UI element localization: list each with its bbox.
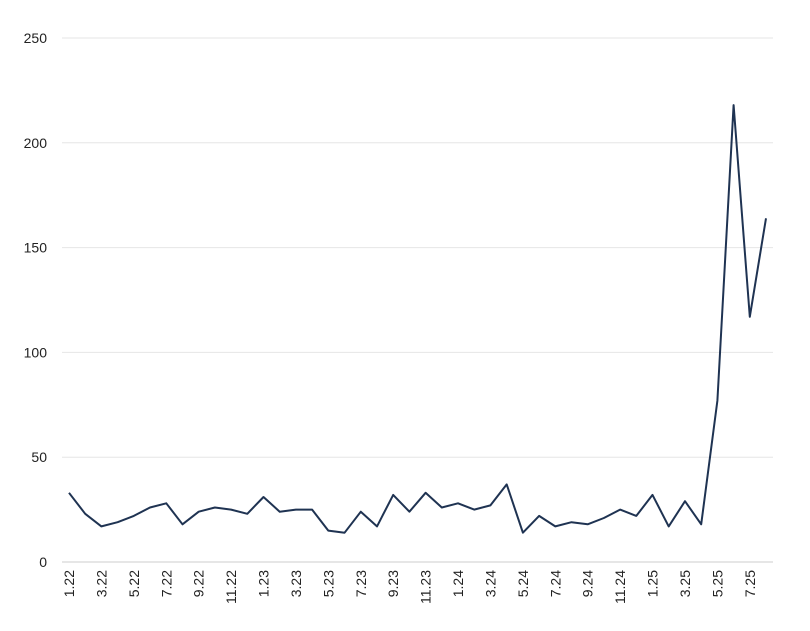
x-tick-label: 11.23 bbox=[418, 570, 434, 604]
x-tick-label: 9.22 bbox=[191, 570, 207, 597]
x-tick-label: 9.24 bbox=[580, 570, 596, 597]
x-tick-label: 7.23 bbox=[353, 570, 369, 597]
x-axis-tick-labels: 1.22 3.22 5.22 7.22 9.22 11.22 1.23 3.23 5.23 7.2… bbox=[61, 570, 758, 604]
x-tick-label: 5.24 bbox=[515, 570, 531, 597]
y-tick-label: 200 bbox=[24, 135, 48, 151]
x-tick-label: 1.25 bbox=[645, 570, 661, 597]
y-axis-tick-labels: 0 50 100 150 200 250 bbox=[24, 30, 48, 570]
x-tick-label: 7.22 bbox=[158, 570, 174, 597]
x-tick-label: 5.23 bbox=[320, 570, 336, 597]
y-tick-label: 50 bbox=[31, 449, 47, 465]
y-tick-label: 150 bbox=[24, 240, 48, 256]
x-tick-label: 3.25 bbox=[677, 570, 693, 597]
x-tick-label: 7.25 bbox=[742, 570, 758, 597]
x-tick-label: 5.25 bbox=[709, 570, 725, 597]
y-tick-label: 0 bbox=[39, 554, 47, 570]
series-layer bbox=[68, 104, 767, 534]
x-tick-label: 5.22 bbox=[126, 570, 142, 597]
x-tick-label: 11.22 bbox=[223, 570, 239, 604]
x-tick-label: 3.24 bbox=[482, 570, 498, 597]
x-tick-label: 1.22 bbox=[61, 570, 77, 597]
x-tick-label: 9.23 bbox=[385, 570, 401, 597]
x-tick-label: 1.23 bbox=[256, 570, 272, 597]
y-tick-label: 100 bbox=[24, 344, 48, 360]
gridlines bbox=[62, 37, 773, 458]
x-tick-label: 1.24 bbox=[450, 570, 466, 597]
series-line bbox=[68, 104, 767, 534]
x-tick-label: 3.22 bbox=[93, 570, 109, 597]
x-tick-label: 7.24 bbox=[547, 570, 563, 597]
x-tick-label: 11.24 bbox=[612, 570, 628, 604]
x-tick-label: 3.23 bbox=[288, 570, 304, 597]
y-tick-label: 250 bbox=[24, 30, 48, 46]
